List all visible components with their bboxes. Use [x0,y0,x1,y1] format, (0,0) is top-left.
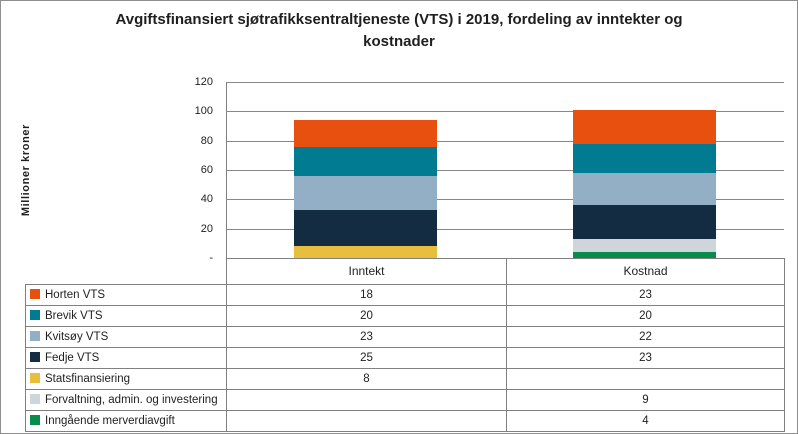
legend-label-brevik-vts: Brevik VTS [25,305,227,327]
legend-swatch-icon [30,414,40,425]
table-row: Fedje VTS 25 23 [25,347,785,369]
legend-swatch-icon [30,372,40,383]
y-tick-label: 40 [200,193,213,206]
gridline [226,82,784,83]
table-row: Kvitsøy VTS 23 22 [25,326,785,348]
table-value-kostnad-inngående-merverdiavgift: 4 [506,410,785,432]
bar-segment-kostnad-fedje-vts [573,205,716,239]
legend-label-statsfinansiering: Statsfinansiering [25,368,227,390]
gridline [226,170,784,171]
bar-segment-inntekt-statsfinansiering [294,246,437,258]
legend-swatch-icon [30,351,40,362]
table-value-kostnad-statsfinansiering [506,368,785,390]
gridline [226,111,784,113]
plot-area [226,82,784,258]
table-value-kostnad-forvaltning-admin-og-investering: 9 [506,389,785,411]
series-name: Brevik VTS [45,309,103,322]
y-tick-label: 80 [200,134,213,147]
table-value-inntekt-fedje-vts: 25 [226,347,507,369]
gridline [226,199,784,201]
legend-swatch-icon [30,393,40,404]
y-tick-label: 60 [200,164,213,176]
table-header-inntekt: Inntekt [226,258,507,285]
y-tick-label: 20 [200,222,213,235]
legend-label-fedje-vts: Fedje VTS [25,347,227,369]
table-value-inntekt-kvitsøy-vts: 23 [226,326,507,348]
y-tick-label: 120 [194,76,213,88]
series-name: Inngående merverdiavgift [45,414,175,427]
y-axis-title: Millioner kroner [15,82,37,258]
legend-label-inngående-merverdiavgift: Inngående merverdiavgift [25,410,227,432]
table-value-inntekt-inngående-merverdiavgift [226,410,507,432]
data-table: Inntekt Kostnad Horten VTS 18 23 Brevik VTS 20… [25,258,785,432]
bar-segment-inntekt-horten-vts [294,120,437,147]
table-value-kostnad-kvitsøy-vts: 22 [506,326,785,348]
legend-label-forvaltning-admin-og-investering: Forvaltning, admin. og investering [25,389,227,411]
table-row: Brevik VTS 20 20 [25,305,785,327]
series-name: Statsfinansiering [45,372,131,385]
table-value-inntekt-brevik-vts: 20 [226,305,507,327]
bar-segment-inntekt-fedje-vts [294,209,437,247]
legend-label-kvitsøy-vts: Kvitsøy VTS [25,326,227,348]
y-tick-label: 100 [194,105,213,118]
legend-swatch-icon [30,330,40,341]
gridline [226,140,784,142]
table-header-kostnad: Kostnad [506,258,785,285]
table-value-kostnad-brevik-vts: 20 [506,305,785,327]
bar-segment-kostnad-brevik-vts [573,143,716,173]
y-axis-title-text: Millioner kroner [20,123,32,217]
series-name: Forvaltning, admin. og investering [45,393,218,406]
table-value-inntekt-statsfinansiering: 8 [226,368,507,390]
bar-segment-inntekt-kvitsøy-vts [294,175,437,210]
table-row: Horten VTS 18 23 [25,284,785,306]
legend-label-horten-vts: Horten VTS [25,284,227,306]
table-row: Statsfinansiering 8 [25,368,785,390]
bar-segment-kostnad-horten-vts [573,109,716,144]
series-name: Fedje VTS [45,351,100,364]
series-name: Kvitsøy VTS [45,330,109,343]
table-value-kostnad-fedje-vts: 23 [506,347,785,369]
table-corner-blank [26,259,227,285]
series-name: Horten VTS [45,288,106,301]
table-row: Forvaltning, admin. og investering 9 [25,389,785,411]
table-value-inntekt-horten-vts: 18 [226,284,507,306]
bar-segment-inntekt-brevik-vts [294,146,437,176]
chart-title: Avgiftsfinansiert sjøtrafikksentraltjene… [115,11,683,50]
gridline [226,228,784,230]
table-row: Inngående merverdiavgift 4 [25,410,785,432]
bar-segment-kostnad-kvitsøy-vts [573,172,716,206]
table-value-inntekt-forvaltning-admin-og-investering [226,389,507,411]
bar-segment-kostnad-forvaltning-admin-og-investering [573,238,716,253]
table-value-kostnad-horten-vts: 23 [506,284,785,306]
bar-segment-kostnad-inngående-merverdiavgift [573,252,716,258]
legend-swatch-icon [30,309,40,320]
legend-swatch-icon [30,288,40,299]
